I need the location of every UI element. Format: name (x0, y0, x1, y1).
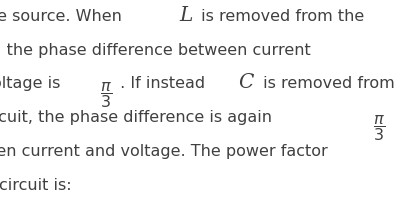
Text: of the circuit is:: of the circuit is: (0, 178, 71, 193)
Text: $\dfrac{\pi}{3}$: $\dfrac{\pi}{3}$ (373, 113, 385, 143)
Text: between current and voltage. The power factor: between current and voltage. The power f… (0, 144, 328, 159)
Text: L: L (179, 6, 192, 25)
Text: circuit, the phase difference between current: circuit, the phase difference between cu… (0, 43, 310, 58)
Text: . If instead: . If instead (115, 76, 210, 92)
Text: C: C (238, 73, 254, 93)
Text: $\dfrac{\pi}{3}$: $\dfrac{\pi}{3}$ (99, 80, 112, 109)
Text: the circuit, the phase difference is again: the circuit, the phase difference is aga… (0, 110, 277, 125)
Text: voltage source. When: voltage source. When (0, 9, 127, 24)
Text: is removed from: is removed from (258, 76, 395, 92)
Text: is removed from the: is removed from the (196, 9, 365, 24)
Text: and voltage is: and voltage is (0, 76, 65, 92)
